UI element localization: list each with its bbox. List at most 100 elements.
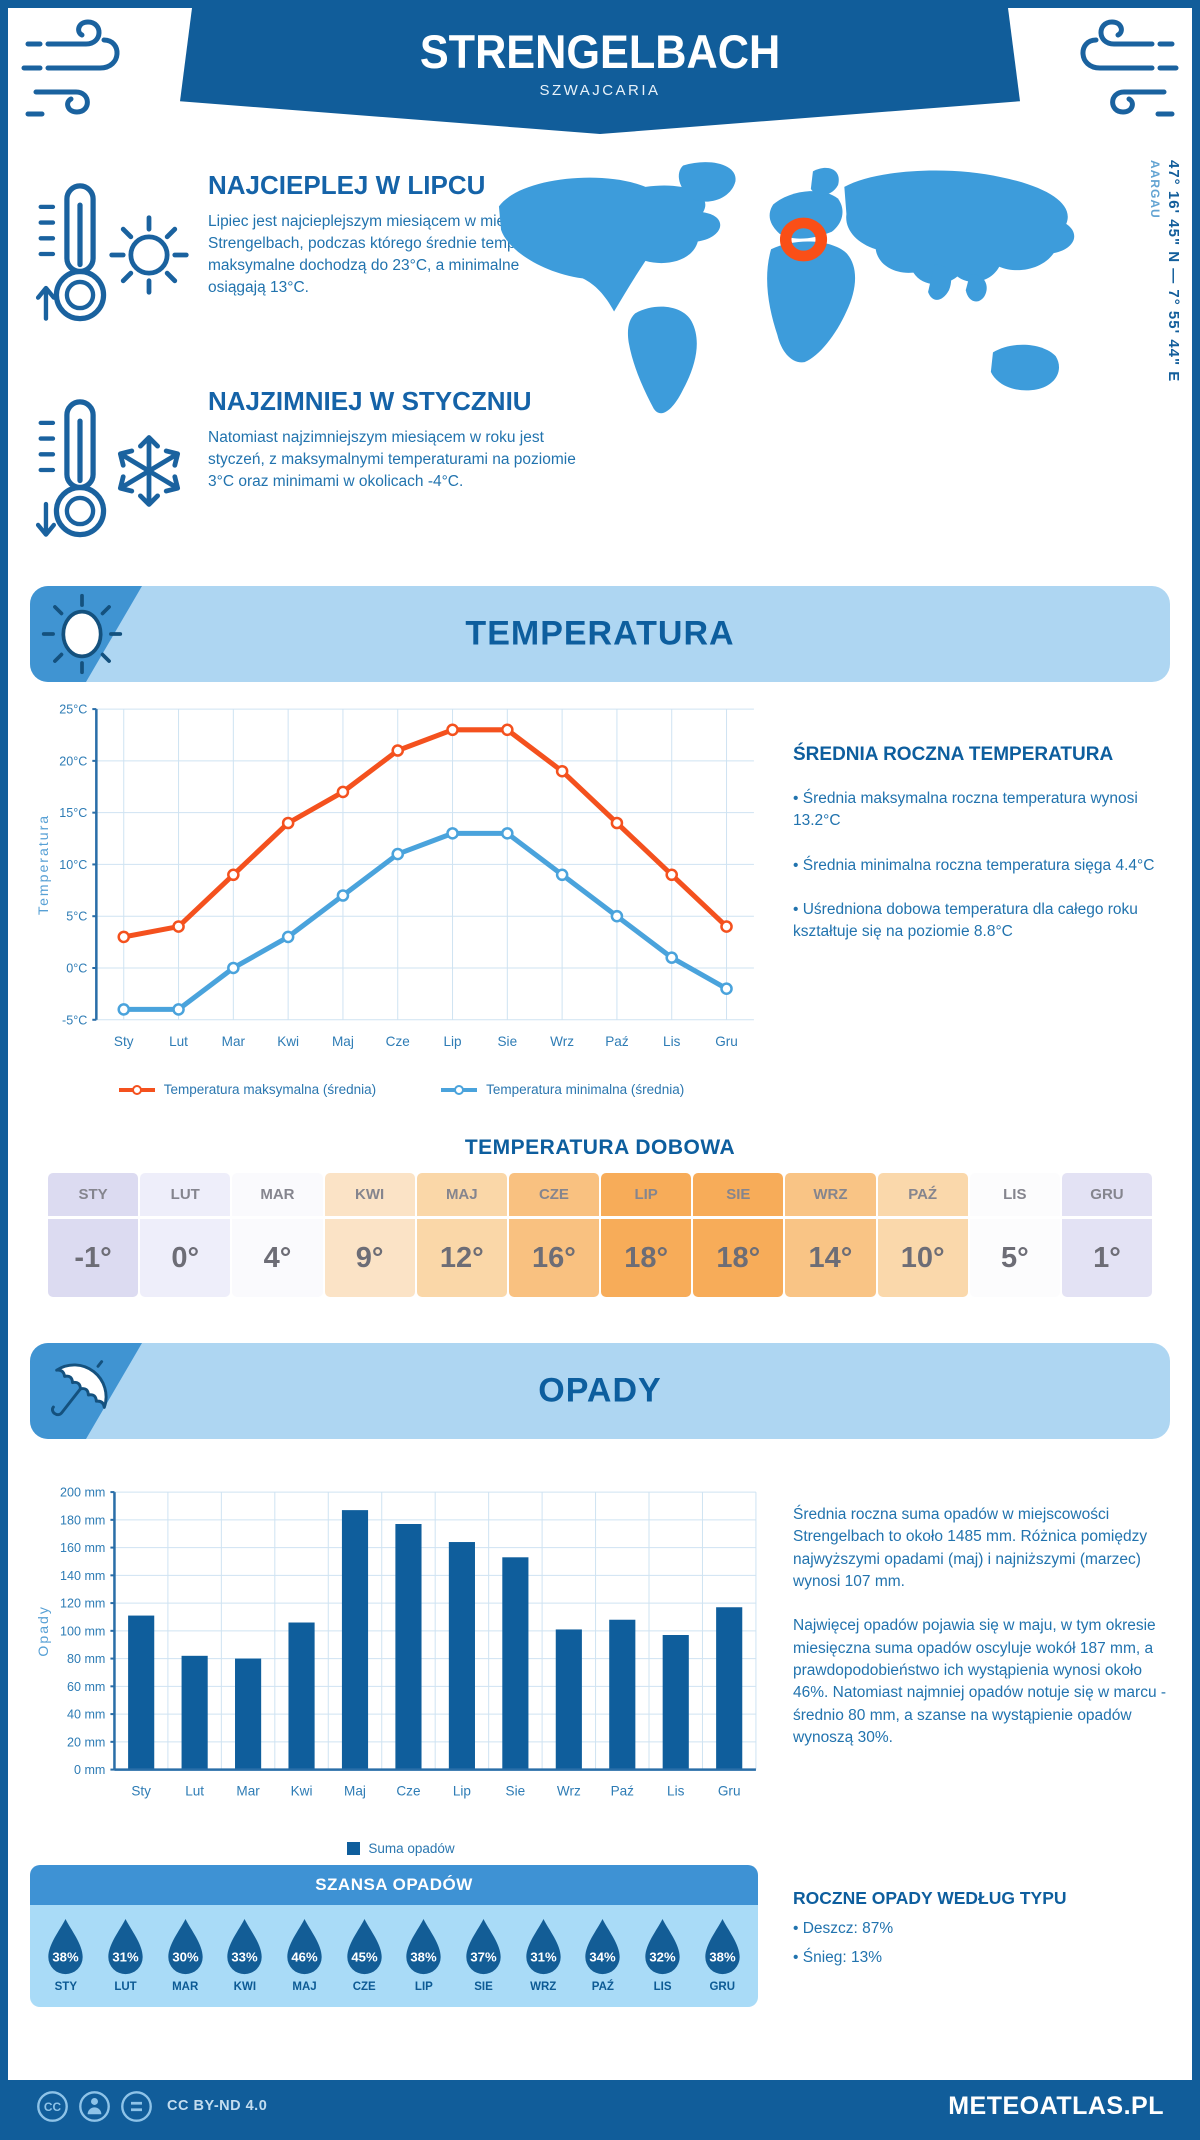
thermometer-down-icon — [35, 399, 107, 538]
page-subtitle: SZWAJCARIA — [539, 82, 661, 99]
summary-title: ŚREDNIA ROCZNA TEMPERATURA — [793, 744, 1114, 765]
wind-icon — [1054, 12, 1186, 132]
snowflake-icon — [117, 435, 181, 507]
svg-text:Paź: Paź — [605, 1034, 629, 1049]
legend-label: Temperatura minimalna (średnia) — [486, 1082, 685, 1097]
coordinates-label: 47° 16' 45" N — 7° 55' 44" E — [1165, 160, 1182, 383]
coldest-month-text: NAJZIMNIEJ W STYCZNIU Natomiast najzimni… — [208, 382, 578, 493]
svg-text:45%: 45% — [351, 1949, 378, 1964]
svg-text:40 mm: 40 mm — [67, 1708, 105, 1722]
svg-text:60 mm: 60 mm — [67, 1680, 105, 1694]
svg-text:Mar: Mar — [236, 1784, 260, 1799]
svg-text:Cze: Cze — [396, 1784, 420, 1799]
daily-temp-month: MAJ — [416, 1173, 507, 1219]
svg-text:0 mm: 0 mm — [74, 1763, 105, 1777]
cc-attribution-icon — [79, 2090, 110, 2122]
daily-temp-value: 9° — [355, 1242, 384, 1274]
precip-chance-droplet: 30% MAR — [155, 1917, 215, 1993]
precip-chance-month: CZE — [352, 1981, 376, 1993]
precipitation-chart: 0 mm 20 mm 40 mm 60 mm 80 mm 100 mm 120 mm 140 … — [34, 1476, 768, 1828]
precip-chance-month: LIS — [653, 1981, 672, 1993]
daily-temp-cell: GRU 1° — [1061, 1173, 1153, 1297]
license-label: CC BY-ND 4.0 — [167, 2098, 268, 2114]
daily-temp-value: 18° — [716, 1242, 761, 1274]
daily-temp-cell: LIS 5° — [969, 1173, 1060, 1297]
daily-temp-cell: CZE 16° — [508, 1173, 600, 1297]
svg-text:5°C: 5°C — [66, 910, 87, 924]
daily-temp-month: CZE — [508, 1173, 600, 1219]
svg-text:140 mm: 140 mm — [60, 1569, 105, 1583]
daily-temp-month: GRU — [1061, 1173, 1153, 1219]
daily-temp-cell: SIE 18° — [693, 1173, 784, 1297]
precipitation-type-bullet: • Śnieg: 13% — [793, 1949, 883, 1966]
svg-text:Lut: Lut — [185, 1784, 204, 1799]
svg-text:Lip: Lip — [443, 1034, 461, 1049]
daily-temp-month: LIS — [969, 1173, 1060, 1219]
header: STRENGELBACH SZWAJCARIA — [8, 8, 1192, 136]
daily-temperature-table: STY -1° LUT 0° MAR 4° KWI 9° MAJ 12° CZE 16° LIP 18° S… — [48, 1173, 1153, 1297]
daily-temp-value: 16° — [532, 1242, 576, 1274]
precipitation-type-summary: ROCZNE OPADY WEDŁUG TYPU • Deszcz: 87% •… — [793, 1888, 1181, 1967]
svg-text:Maj: Maj — [344, 1784, 366, 1799]
continent-south-america — [627, 306, 697, 414]
precipitation-summary: Średnia roczna suma opadów w miejscowośc… — [793, 1504, 1181, 1771]
cold-icons — [30, 382, 198, 554]
precipitation-banner: OPADY — [30, 1343, 1170, 1439]
continent-africa — [767, 241, 856, 363]
daily-temp-value: 4° — [263, 1242, 292, 1274]
region-label: AARGAU — [1148, 160, 1162, 219]
daily-temp-cell: STY -1° — [48, 1173, 139, 1297]
svg-text:46%: 46% — [291, 1949, 318, 1964]
precip-chance-droplet: 31% WRZ — [513, 1917, 573, 1993]
svg-text:Wrz: Wrz — [557, 1784, 581, 1799]
daily-temperature-title: TEMPERATURA DOBOWA — [464, 1136, 736, 1159]
precipitation-section-title: OPADY — [538, 1371, 662, 1410]
temperature-chart-legend: Temperatura maksymalna (średnia) Temperat… — [34, 1082, 768, 1097]
svg-text:0°C: 0°C — [66, 962, 87, 976]
svg-text:38%: 38% — [709, 1949, 736, 1964]
daily-temp-value: 14° — [808, 1242, 853, 1274]
precip-chance-month: STY — [54, 1981, 78, 1993]
daily-temp-cell: PAŹ 10° — [877, 1173, 968, 1297]
precip-chance-month: MAR — [172, 1981, 199, 1993]
coldest-month-title: NAJZIMNIEJ W STYCZNIU — [208, 386, 532, 416]
continent-greenland — [678, 162, 736, 202]
sun-icon — [41, 593, 123, 675]
legend-item: Temperatura minimalna (średnia) — [440, 1082, 684, 1097]
continent-asia — [844, 170, 1075, 285]
summary-bullet: • Średnia minimalna roczna temperatura s… — [793, 856, 1155, 874]
continent-europe — [769, 191, 843, 239]
svg-text:100 mm: 100 mm — [60, 1624, 105, 1638]
svg-text:CC: CC — [44, 2100, 62, 2114]
temperature-chart: -5°C 0°C 5°C 10°C 15°C 20°C 25°C Sty Lut Mar Kwi Ma… — [34, 693, 768, 1070]
svg-text:Cze: Cze — [386, 1034, 410, 1049]
summary-bullet: • Uśredniona dobowa temperatura dla całe… — [793, 900, 1138, 941]
svg-text:Temperatura: Temperatura — [35, 814, 51, 915]
daily-temp-month: MAR — [232, 1173, 323, 1219]
svg-text:Gru: Gru — [715, 1034, 738, 1049]
svg-text:38%: 38% — [411, 1949, 438, 1964]
precip-chance-droplet: 37% SIE — [454, 1917, 514, 1993]
daily-temp-value: 5° — [1000, 1242, 1029, 1274]
brand-label: METEOATLAS.PL — [948, 2091, 1164, 2120]
warm-icons — [30, 166, 198, 338]
precip-chance-droplet: 33% KWI — [215, 1917, 275, 1993]
legend-item: Temperatura maksymalna (średnia) — [118, 1082, 376, 1097]
precip-chance-month: SIE — [474, 1981, 493, 1993]
svg-text:Gru: Gru — [718, 1784, 741, 1799]
daily-temp-value: 12° — [439, 1242, 484, 1274]
coldest-month-block: NAJZIMNIEJ W STYCZNIU Natomiast najzimni… — [30, 382, 578, 554]
temperature-section-title: TEMPERATURA — [465, 614, 735, 653]
svg-text:Wrz: Wrz — [550, 1034, 574, 1049]
precip-chance-droplet: 46% MAJ — [275, 1917, 335, 1993]
svg-text:Sie: Sie — [498, 1034, 518, 1049]
daily-temp-value: -1° — [74, 1242, 112, 1274]
continent-australia — [990, 344, 1060, 391]
svg-text:20°C: 20°C — [59, 754, 87, 768]
daily-temp-month: PAŹ — [877, 1173, 968, 1219]
svg-text:Opady: Opady — [35, 1605, 51, 1657]
cc-nd-icon — [121, 2090, 152, 2122]
geo-coordinates: AARGAU 47° 16' 45" N — 7° 55' 44" E — [1148, 160, 1182, 480]
daily-temp-cell: WRZ 14° — [785, 1173, 876, 1297]
